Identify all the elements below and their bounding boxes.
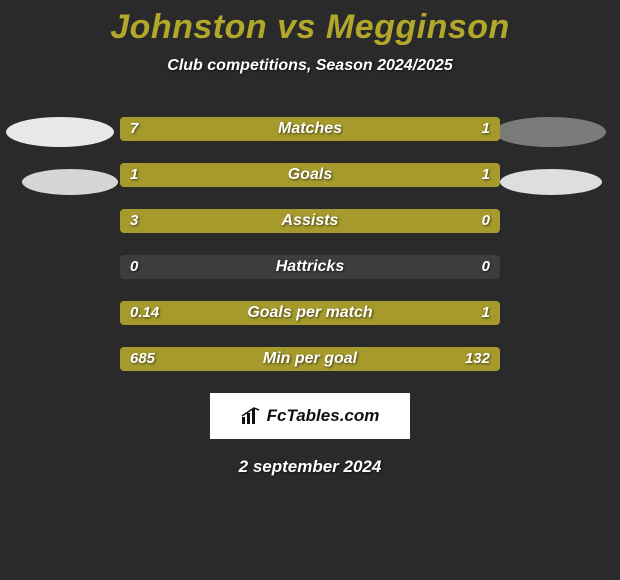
stat-bar-right bbox=[185, 301, 500, 325]
source-badge-text: FcTables.com bbox=[267, 406, 380, 426]
subtitle: Club competitions, Season 2024/2025 bbox=[0, 57, 620, 75]
chart-area: Matches71 Goals11 Assists30 Hattricks0 0 Goal… bbox=[0, 117, 620, 371]
source-badge: FcTables.com bbox=[210, 393, 410, 439]
date-label: 2 september 2024 bbox=[0, 457, 620, 477]
stat-row: Assists30 bbox=[120, 209, 500, 233]
player-right-ellipse-1 bbox=[494, 117, 606, 147]
stat-row: Hattricks0 0 bbox=[120, 255, 500, 279]
stat-bar-left bbox=[120, 301, 185, 325]
stat-bar-right bbox=[394, 347, 500, 371]
comparison-infographic: Johnston vs Megginson Club competitions,… bbox=[0, 0, 620, 580]
stat-bar-right bbox=[310, 163, 500, 187]
player-right-ellipse-2 bbox=[500, 169, 602, 195]
page-title: Johnston vs Megginson bbox=[0, 0, 620, 47]
stat-bar-left bbox=[120, 117, 413, 141]
stat-bar-left bbox=[120, 209, 500, 233]
stat-bar-left bbox=[120, 347, 394, 371]
stat-label: Hattricks bbox=[120, 255, 500, 279]
stat-row: Min per goal685132 bbox=[120, 347, 500, 371]
stat-row: Goals11 bbox=[120, 163, 500, 187]
stat-value-left: 0 bbox=[130, 255, 138, 279]
player-left-ellipse-2 bbox=[22, 169, 118, 195]
stat-bar-right bbox=[413, 117, 500, 141]
player-left-ellipse-1 bbox=[6, 117, 114, 147]
stat-row: Matches71 bbox=[120, 117, 500, 141]
stat-value-right: 0 bbox=[482, 255, 490, 279]
chart-icon bbox=[241, 407, 261, 425]
stat-row: Goals per match0.141 bbox=[120, 301, 500, 325]
stat-rows: Matches71 Goals11 Assists30 Hattricks0 0 Goal… bbox=[0, 117, 620, 371]
stat-bar-left bbox=[120, 163, 310, 187]
